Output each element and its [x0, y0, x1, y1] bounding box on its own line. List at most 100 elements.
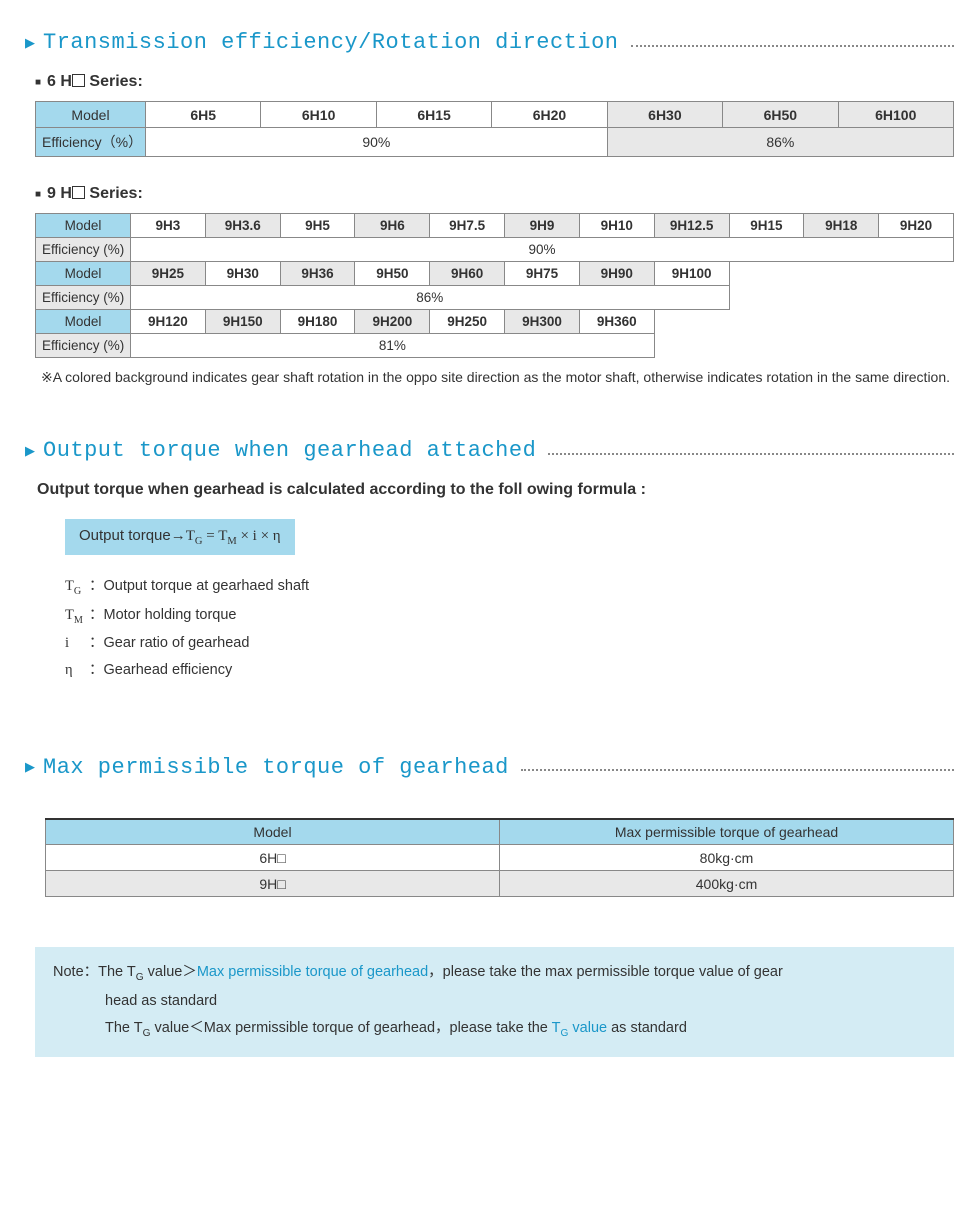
formula-prefix: Output torque→	[79, 527, 186, 544]
efficiency-cell: 86%	[607, 128, 953, 157]
model-cell: 9H10	[579, 214, 654, 238]
row-label: Efficiency (%)	[36, 334, 131, 358]
series-9h-label: ■ 9 H Series:	[35, 185, 954, 203]
table-row: Efficiency (%) 81%	[36, 334, 954, 358]
header-cell: Max permissible torque of gearhead	[500, 819, 954, 845]
model-cell: 9H300	[505, 310, 580, 334]
section-header-transmission: ▶ Transmission efficiency/Rotation direc…	[25, 30, 954, 55]
row-label: Model	[36, 214, 131, 238]
model-cell: 9H200	[355, 310, 430, 334]
subheading: Output torque when gearhead is calculate…	[37, 481, 954, 499]
table-max-torque: Model Max permissible torque of gearhead…	[45, 818, 954, 898]
series-prefix: 9 H	[47, 185, 72, 202]
table-6h-efficiency: Model 6H5 6H10 6H15 6H20 6H30 6H50 6H100…	[35, 101, 954, 157]
model-cell: 9H12.5	[654, 214, 729, 238]
model-cell: 9H120	[131, 310, 206, 334]
note-highlight: TG value	[552, 1020, 607, 1036]
legend-symbol: i	[65, 630, 89, 658]
model-cell: 9H150	[205, 310, 280, 334]
model-cell: 9H50	[355, 262, 430, 286]
square-bullet-icon: ■	[35, 189, 41, 200]
body-cell: 400kg·cm	[500, 871, 954, 897]
table-row: Model 9H25 9H30 9H36 9H50 9H60 9H75 9H90…	[36, 262, 954, 286]
section-title: Output torque when gearhead attached	[43, 438, 536, 463]
section-title: Max permissible torque of gearhead	[43, 755, 509, 780]
model-cell: 6H10	[261, 102, 376, 128]
model-cell: 6H15	[376, 102, 491, 128]
model-cell: 9H20	[879, 214, 954, 238]
dotted-leader	[521, 769, 954, 771]
model-cell: 9H7.5	[430, 214, 505, 238]
model-cell: 9H3.6	[205, 214, 280, 238]
table-row: Efficiency (%) 86%	[36, 286, 954, 310]
row-label: Model	[36, 102, 146, 128]
legend-row: TG：Output torque at gearhaed shaft	[65, 573, 954, 601]
section-title: Transmission efficiency/Rotation directi…	[43, 30, 619, 55]
triangle-icon: ▶	[25, 35, 35, 51]
body-cell: 9H□	[46, 871, 500, 897]
table-row: 6H□ 80kg·cm	[46, 845, 954, 871]
table-row: Model 9H3 9H3.6 9H5 9H6 9H7.5 9H9 9H10 9…	[36, 214, 954, 238]
body-cell: 6H□	[46, 845, 500, 871]
table-row: 9H□ 400kg·cm	[46, 871, 954, 897]
legend-symbol: η	[65, 657, 89, 685]
model-cell: 9H100	[654, 262, 729, 286]
model-cell: 6H50	[723, 102, 838, 128]
row-label: Model	[36, 310, 131, 334]
table-row: Efficiency (%) 90%	[36, 238, 954, 262]
placeholder-box-icon	[72, 186, 85, 199]
efficiency-cell: 90%	[146, 128, 608, 157]
model-cell: 6H100	[838, 102, 953, 128]
legend-text: ：Gear ratio of gearhead	[89, 635, 249, 651]
model-cell: 9H9	[505, 214, 580, 238]
model-cell: 9H18	[804, 214, 879, 238]
series-suffix: Series:	[85, 185, 143, 202]
note-text: The TG value＞	[98, 964, 197, 980]
dotted-leader	[548, 453, 954, 455]
model-cell: 9H250	[430, 310, 505, 334]
dotted-leader	[631, 45, 955, 47]
model-cell: 9H3	[131, 214, 206, 238]
legend-text: ：Output torque at gearhaed shaft	[89, 578, 309, 594]
section-header-output-torque: ▶ Output torque when gearhead attached	[25, 438, 954, 463]
note-text: The TG value＜Max permissible torque of g…	[105, 1020, 552, 1036]
legend-text: ：Motor holding torque	[89, 607, 237, 623]
series-suffix: Series:	[85, 73, 143, 90]
table-row: Model 6H5 6H10 6H15 6H20 6H30 6H50 6H100	[36, 102, 954, 128]
model-cell: 9H25	[131, 262, 206, 286]
note-text: head as standard	[53, 988, 936, 1016]
model-cell: 9H75	[505, 262, 580, 286]
model-cell: 9H360	[579, 310, 654, 334]
model-cell: 9H5	[280, 214, 355, 238]
legend-row: i：Gear ratio of gearhead	[65, 630, 954, 658]
note-highlight: Max permissible torque of gearhead	[197, 964, 428, 980]
efficiency-cell: 86%	[131, 286, 730, 310]
model-cell: 6H30	[607, 102, 722, 128]
note-line2: The TG value＜Max permissible torque of g…	[53, 1015, 936, 1043]
row-label: Model	[36, 262, 131, 286]
series-prefix: 6 H	[47, 73, 72, 90]
note-text: as standard	[607, 1020, 687, 1036]
legend-text: ：Gearhead efficiency	[89, 662, 232, 678]
model-cell: 9H36	[280, 262, 355, 286]
legend: TG：Output torque at gearhaed shaft TM：Mo…	[65, 573, 954, 684]
model-cell: 9H180	[280, 310, 355, 334]
section-header-max-torque: ▶ Max permissible torque of gearhead	[25, 755, 954, 780]
legend-row: TM：Motor holding torque	[65, 602, 954, 630]
table-row: Efficiency（%） 90% 86%	[36, 128, 954, 157]
model-cell: 9H60	[430, 262, 505, 286]
note-label: Note：	[53, 964, 98, 980]
model-cell: 9H6	[355, 214, 430, 238]
formula-box: Output torque→TG = TM × i × η	[65, 519, 295, 555]
body-cell: 80kg·cm	[500, 845, 954, 871]
triangle-icon: ▶	[25, 443, 35, 459]
model-cell: 6H5	[146, 102, 261, 128]
note-box: Note：The TG value＞Max permissible torque…	[35, 947, 954, 1057]
square-bullet-icon: ■	[35, 77, 41, 88]
model-cell: 6H20	[492, 102, 607, 128]
table-row: Model 9H120 9H150 9H180 9H200 9H250 9H30…	[36, 310, 954, 334]
model-cell: 9H15	[729, 214, 804, 238]
table-row: Model Max permissible torque of gearhead	[46, 819, 954, 845]
model-cell: 9H90	[579, 262, 654, 286]
triangle-icon: ▶	[25, 759, 35, 775]
